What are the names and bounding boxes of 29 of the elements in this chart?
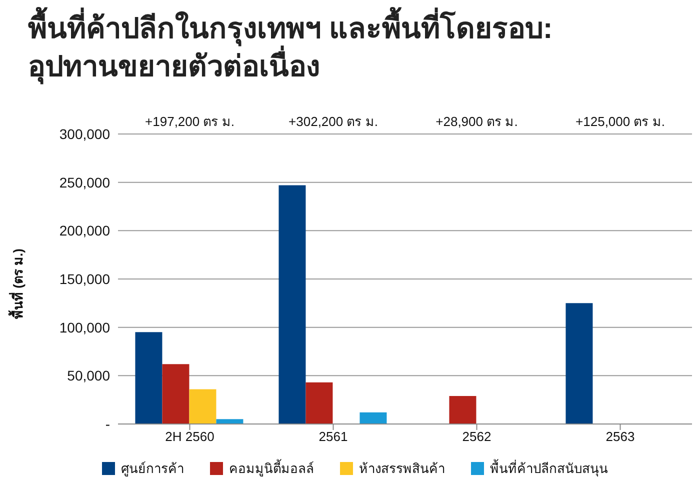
y-tick-label: - — [105, 416, 110, 432]
legend-label: คอมมูนิตี้มอลล์ — [229, 458, 314, 478]
y-tick-label: 300,000 — [59, 126, 110, 142]
legend-label: ศูนย์การค้า — [121, 460, 184, 478]
bar — [278, 185, 306, 424]
bar — [135, 332, 162, 424]
y-tick-label: 150,000 — [59, 270, 110, 287]
text: +302,200 ตร ม. — [288, 114, 378, 129]
y-tick-label: 250,000 — [59, 174, 110, 190]
x-tick-label: 2562 — [462, 429, 492, 444]
bar — [360, 412, 387, 424]
x-tick-label: 2561 — [318, 429, 348, 444]
legend-label: ห้างสรรพสินค้า — [359, 460, 445, 478]
text: +28,900 ตร ม. — [436, 114, 518, 129]
text: +125,000 ตร ม. — [576, 114, 665, 129]
bar — [566, 303, 593, 424]
text: +197,200 ตร ม. — [145, 114, 234, 129]
x-tick-label: 2H 2560 — [165, 429, 214, 444]
bar — [162, 364, 190, 424]
y-tick-label: 200,000 — [59, 222, 110, 239]
bar — [306, 382, 333, 424]
bar — [189, 389, 216, 424]
bar — [449, 396, 476, 424]
y-tick-label: 100,000 — [59, 319, 110, 336]
x-tick-label: 2563 — [606, 429, 635, 444]
y-tick-label: 50,000 — [67, 368, 110, 384]
legend-label: พื้นที่ค้าปลีกสนับสนุน — [490, 458, 608, 478]
bar — [216, 419, 244, 424]
y-axis-title: พื้นที่ (ตร ม.) — [8, 248, 26, 319]
